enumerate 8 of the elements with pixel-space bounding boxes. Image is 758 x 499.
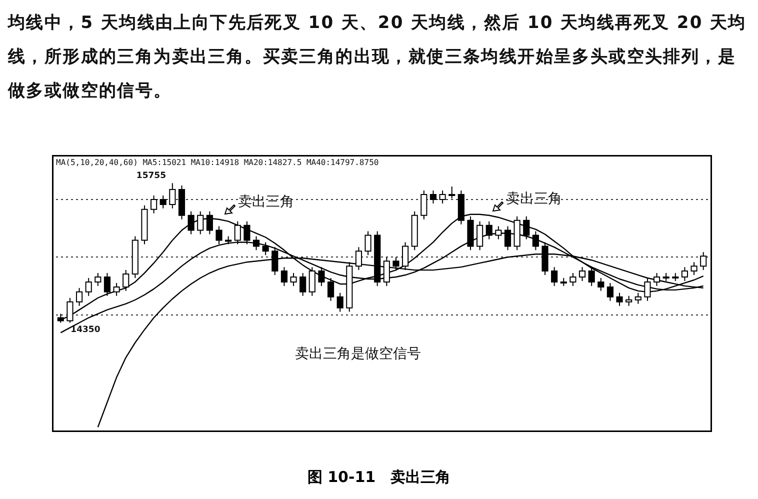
text: 14350 bbox=[70, 324, 100, 335]
annotation: 卖出三角 bbox=[506, 190, 562, 208]
text: 卖出三角是做空信号 bbox=[295, 345, 421, 363]
text: MA(5,10,20,40,60) MA5:15021 MA10:14918 MA20:14827.5 MA40:14797.8750 bbox=[56, 158, 379, 167]
annotation: 卖出三角 bbox=[238, 193, 294, 211]
text: 均线中，5 天均线由上向下先后死叉 10 天、20 天均线，然后 10 天均线再死叉 20 天均线，所形成的三角为卖出三角。买卖三角的出现，就使三条均线开始呈多头或空头排列，是做多或做空的信号。 bbox=[8, 12, 748, 103]
text: 15755 bbox=[136, 171, 166, 182]
text: 图 10-11 卖出三角 bbox=[306, 468, 452, 487]
